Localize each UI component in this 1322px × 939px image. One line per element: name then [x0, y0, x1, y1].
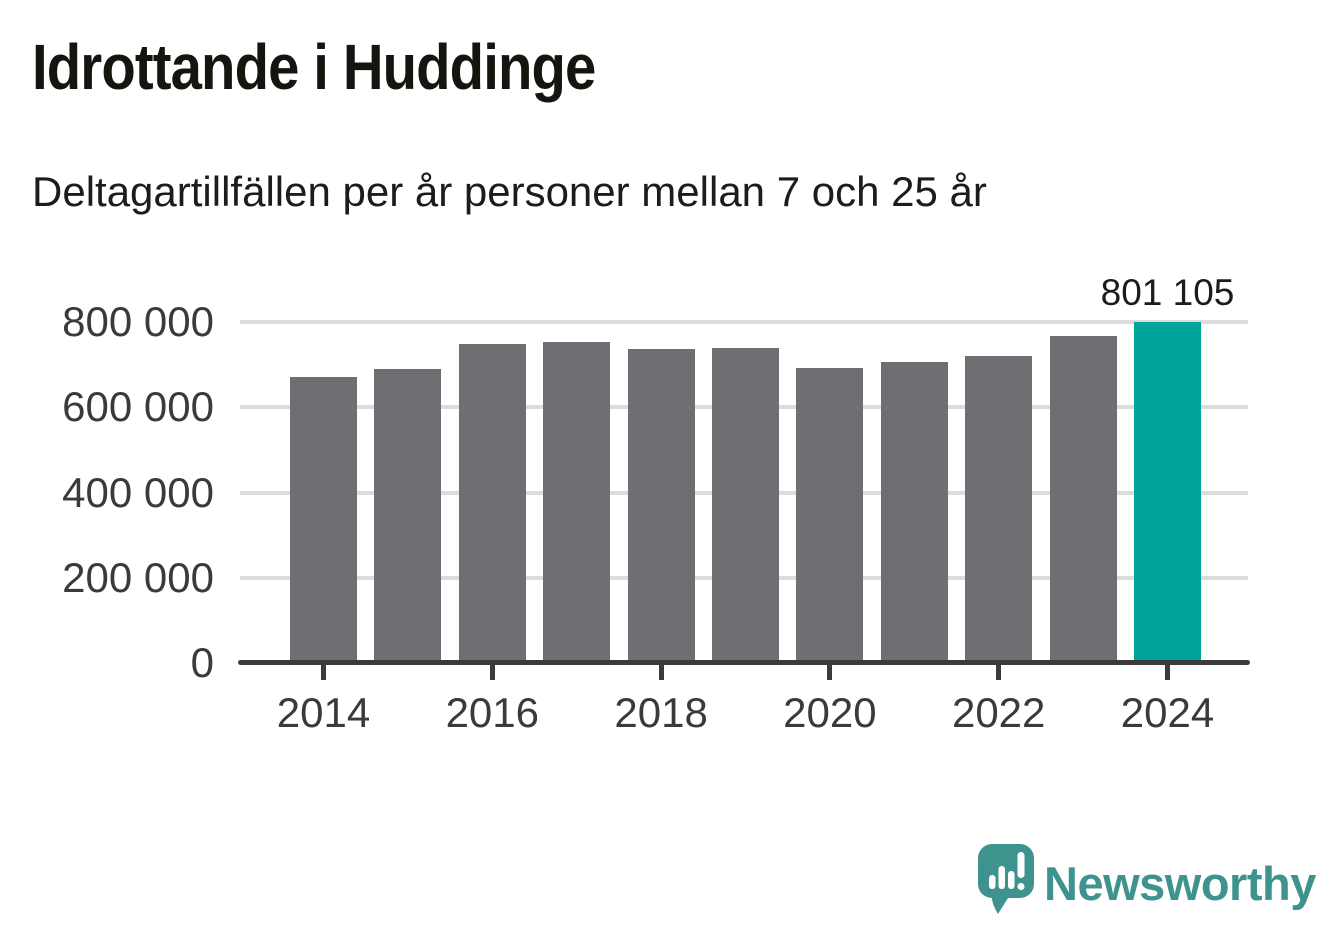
y-tick-label-0: 0	[190, 639, 214, 686]
x-tick-label-2016: 2016	[445, 689, 540, 736]
speech-bubble-bar-chart-icon	[978, 844, 1034, 914]
bar-2017	[543, 342, 611, 663]
chart-title: Idrottande i Huddinge	[32, 31, 596, 103]
x-tick-label-2024: 2024	[1120, 689, 1215, 736]
bar-2022	[965, 356, 1033, 663]
data-label-2024: 801 105	[1100, 272, 1235, 313]
x-tick-label-2014: 2014	[276, 689, 371, 736]
brand-name: Newsworthy	[1044, 857, 1316, 910]
bar-2021	[880, 362, 948, 663]
plot-area	[240, 260, 1248, 663]
x-tick-2016	[489, 665, 495, 680]
x-axis-line	[238, 660, 1250, 665]
bar-2024	[1134, 322, 1201, 663]
x-tick-2014	[321, 665, 326, 680]
y-tick-label-400000: 400 000	[62, 468, 214, 516]
gridline-800000	[240, 320, 1248, 324]
bar-2023	[1049, 336, 1117, 663]
bar-2016	[458, 344, 526, 663]
brand-footer: Newsworthy	[978, 844, 1316, 924]
y-tick-label-600000: 600 000	[62, 383, 214, 431]
y-tick-label-200000: 200 000	[62, 553, 214, 601]
x-tick-2020	[827, 665, 833, 680]
bar-2015	[374, 369, 442, 663]
bar-2014	[290, 377, 357, 663]
x-tick-2022	[996, 665, 1002, 680]
bar-2019	[712, 348, 779, 663]
x-tick-label-2022: 2022	[951, 689, 1046, 736]
x-tick-2024	[1165, 665, 1170, 680]
y-tick-label-800000: 800 000	[62, 298, 214, 345]
bar-2018	[627, 349, 695, 663]
chart-subtitle: Deltagartillfällen per år personer mella…	[32, 168, 987, 215]
x-tick-label-2018: 2018	[614, 689, 708, 736]
x-tick-label-2020: 2020	[783, 689, 877, 736]
x-tick-2018	[658, 665, 664, 680]
bar-2020	[796, 368, 864, 663]
